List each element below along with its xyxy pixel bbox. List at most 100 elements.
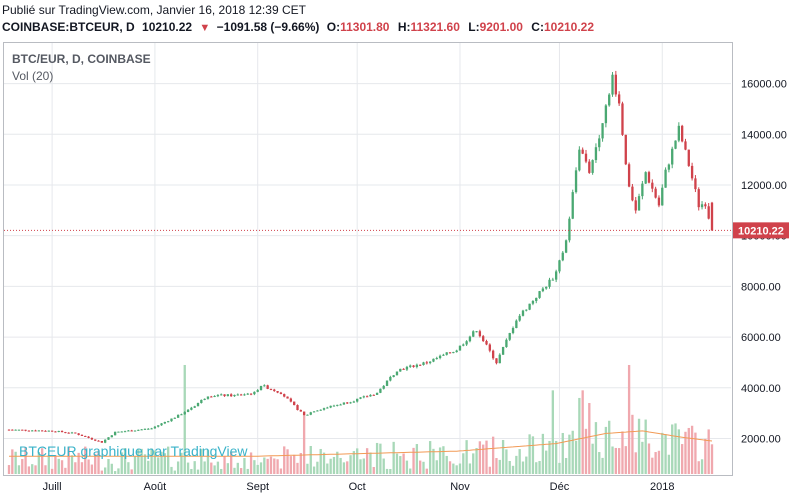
volume-bar bbox=[269, 456, 273, 474]
candle-body bbox=[256, 390, 259, 392]
volume-bar bbox=[322, 452, 326, 474]
volume-bar bbox=[266, 458, 269, 474]
candle-body bbox=[438, 355, 442, 359]
volume-bar bbox=[551, 390, 554, 474]
volume-bar bbox=[448, 461, 452, 474]
volume-bar bbox=[143, 454, 147, 474]
candle-body bbox=[399, 368, 402, 372]
current-price-badge bbox=[733, 222, 789, 239]
candle-body bbox=[130, 430, 133, 432]
volume-bar bbox=[501, 439, 505, 474]
volume-bar bbox=[226, 463, 230, 474]
volume-bar bbox=[326, 463, 329, 474]
volume-bar bbox=[153, 450, 157, 474]
close-label: C: bbox=[531, 20, 544, 34]
candle-body bbox=[336, 404, 339, 406]
volume-bar bbox=[419, 460, 422, 474]
volume-bar bbox=[60, 460, 64, 474]
volume-bar bbox=[283, 446, 286, 474]
volume-bar bbox=[236, 462, 239, 474]
candle-body bbox=[687, 149, 690, 166]
candle-body bbox=[505, 339, 508, 348]
x-tick-label: Nov bbox=[450, 481, 470, 493]
volume-bar bbox=[422, 461, 425, 474]
candle-body bbox=[405, 366, 409, 370]
symbol-label: COINBASE:BTCEUR, D bbox=[2, 20, 135, 34]
candle-body bbox=[389, 376, 392, 381]
series-legend: BTC/EUR, D, COINBASE bbox=[12, 52, 151, 66]
volume-bar bbox=[176, 461, 180, 474]
volume-bar bbox=[591, 443, 594, 474]
candle-body bbox=[684, 141, 687, 150]
candle-body bbox=[319, 409, 322, 411]
volume-bar bbox=[84, 446, 87, 474]
volume-bar bbox=[329, 458, 332, 474]
volume-bar bbox=[428, 441, 432, 474]
volume-bar bbox=[183, 364, 186, 474]
candle-body bbox=[528, 303, 531, 310]
candle-body bbox=[631, 186, 634, 201]
ohlc-header: COINBASE:BTCEUR, D 10210.22 ▼ −1091.58 (… bbox=[2, 20, 599, 34]
volume-bar bbox=[27, 466, 31, 474]
candle-body bbox=[548, 279, 551, 287]
candle-body bbox=[293, 401, 296, 406]
volume-bar bbox=[511, 465, 515, 474]
volume-bar bbox=[392, 441, 395, 474]
volume-bar bbox=[634, 452, 637, 474]
volume-bar bbox=[667, 454, 671, 474]
candle-body bbox=[495, 358, 498, 364]
candle-body bbox=[316, 410, 319, 412]
chart-frame[interactable] bbox=[3, 42, 733, 476]
candle-body bbox=[349, 402, 352, 404]
candle-body bbox=[624, 134, 627, 165]
volume-bar bbox=[24, 447, 27, 474]
candle-body bbox=[220, 394, 223, 396]
y-tick-label: 4000.00 bbox=[741, 383, 781, 395]
candle-body bbox=[97, 440, 100, 442]
volume-bar bbox=[163, 453, 167, 474]
volume-bar bbox=[382, 458, 385, 474]
candle-body bbox=[508, 333, 511, 340]
candle-body bbox=[710, 202, 714, 231]
volume-bar bbox=[233, 467, 236, 474]
candle-body bbox=[153, 426, 157, 429]
candle-body bbox=[452, 352, 455, 354]
volume-bar bbox=[617, 448, 621, 474]
low-value: 9201.00 bbox=[479, 20, 523, 34]
candle-body bbox=[541, 288, 545, 292]
candle-body bbox=[704, 204, 707, 207]
candle-body bbox=[574, 170, 578, 193]
volume-bar bbox=[395, 453, 399, 474]
candle-body bbox=[415, 364, 419, 367]
candle-body bbox=[133, 430, 137, 432]
candle-body bbox=[455, 350, 458, 353]
candle-body bbox=[365, 396, 369, 398]
volume-bar bbox=[657, 450, 661, 474]
candle-body bbox=[535, 297, 538, 302]
candle-body bbox=[584, 153, 588, 162]
volume-ma-line bbox=[9, 430, 713, 457]
candle-body bbox=[249, 393, 253, 395]
candle-body bbox=[54, 431, 57, 433]
candle-body bbox=[329, 405, 332, 408]
volume-bar bbox=[296, 462, 299, 474]
volume-bar bbox=[140, 448, 143, 474]
volume-bar bbox=[405, 460, 409, 474]
candle-body bbox=[246, 393, 249, 395]
candle-body bbox=[67, 432, 70, 434]
volume-bar bbox=[213, 465, 216, 474]
volume-bar bbox=[157, 457, 160, 474]
volume-bar bbox=[445, 455, 448, 474]
last-price: 10210.22 bbox=[142, 20, 193, 34]
candle-body bbox=[236, 394, 239, 396]
candle-body bbox=[180, 414, 183, 416]
volume-bar bbox=[525, 456, 528, 474]
candle-body bbox=[94, 439, 97, 441]
candle-body bbox=[306, 414, 309, 416]
publish-info: Publié sur TradingView.com, Janvier 16, … bbox=[2, 3, 306, 17]
candle-body bbox=[521, 310, 525, 316]
volume-bar bbox=[352, 451, 356, 474]
volume-bar bbox=[289, 456, 293, 474]
candle-body bbox=[594, 147, 598, 161]
